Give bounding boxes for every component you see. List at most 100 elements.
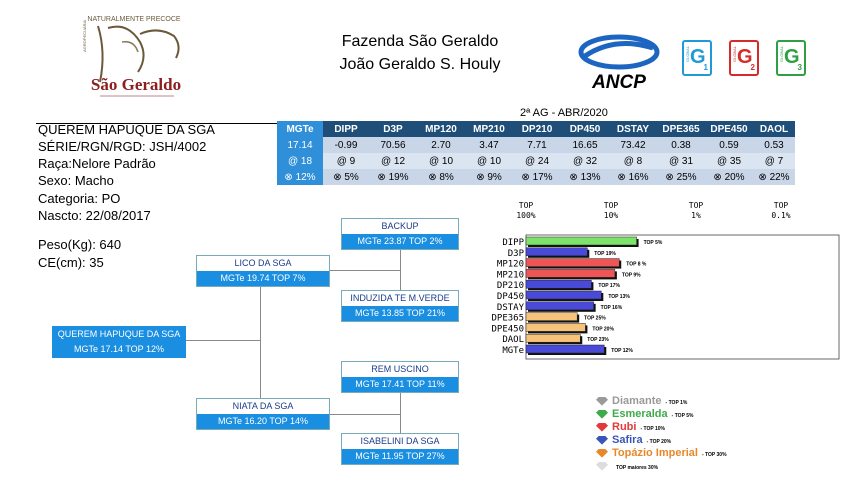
bar [525,247,588,257]
legend-item: Esmeralda - TOP 5% [596,408,693,420]
bar-category-label: DAOL [502,335,524,345]
header-cell: DSTAY [609,121,657,137]
pedigree-score: MGTe 11.95 TOP 27% [342,449,458,464]
pedigree-score: MGTe 13.85 TOP 21% [342,306,458,321]
pedigree-name: NIATA DA SGA [197,399,329,414]
bar-top-label: TOP 13% [608,294,630,300]
animal-serie: SÉRIE/RGN/RGD: JSH/4002 [38,139,207,154]
bar [525,269,616,278]
value-cell: 0.38 [657,137,705,153]
legend-top: - TOP 20% [646,439,672,445]
bar [525,279,592,289]
value-cell: 16.65 [561,137,609,153]
pedigree-connector [330,414,400,415]
gem-icon [596,409,608,419]
pedigree-name: QUEREM HAPUQUE DA SGA [53,327,185,342]
header-cell: MP210 [465,121,513,137]
x-tick-label: TOP [604,201,619,210]
top-cell: ⊗ 9% [465,169,513,185]
pedigree-dam-dam[interactable]: ISABELINI DA SGA MGTe 11.95 TOP 27% [341,433,459,465]
sao-geraldo-logo: NATURALMENTE PRECOCE AGROPECUÁRIA São Ge… [78,12,190,104]
accuracy-cell: @ 7 [753,153,795,169]
value-cell: 73.42 [609,137,657,153]
legend-top: - TOP 1% [665,400,688,406]
evaluation-table: MGTe DIPP D3P MP120 MP210 DP210 DP450 DS… [277,121,795,185]
accuracy-cell: @ 10 [417,153,465,169]
legend-item: Rubi - TOP 10% [596,421,665,433]
legend-name: Safira [612,434,643,446]
animal-name: QUEREM HAPUQUE DA SGA [38,122,215,137]
bar-top-label: TOP 9% [622,272,641,278]
pedigree-name: LICO DA SGA [197,256,329,271]
pedigree-name: REM USCINO [342,362,458,377]
bar-category-label: MP120 [497,260,524,270]
top-cell: ⊗ 5% [323,169,369,185]
x-tick-label: 0.1% [771,211,790,220]
accuracy-cell: @ 9 [323,153,369,169]
top-cell: ⊗ 22% [753,169,795,185]
accuracy-cell: @ 8 [609,153,657,169]
svg-text:ANCP: ANCP [591,72,646,92]
pedigree-sire-sire[interactable]: BACKUP MGTe 23.87 TOP 2% [341,218,459,250]
legend-name: Topázio Imperial [612,447,698,459]
pedigree-name: ISABELINI DA SGA [342,434,458,449]
bar [525,290,602,300]
pedigree-sire[interactable]: LICO DA SGA MGTe 19.74 TOP 7% [196,255,330,287]
legend-item: TOP maiores 30% [596,460,658,472]
accuracy-cell: @ 32 [561,153,609,169]
pedigree-animal[interactable]: QUEREM HAPUQUE DA SGA MGTe 17.14 TOP 12% [52,326,186,358]
top-cell: ⊗ 12% [277,169,323,185]
legend-name: Rubi [612,421,637,433]
accuracy-cell: @ 35 [705,153,753,169]
gem-icon [596,461,608,471]
pedigree-score: MGTe 23.87 TOP 2% [342,234,458,249]
value-cell: -0.99 [323,137,369,153]
table-row-accuracy: @ 18 @ 9 @ 12 @ 10 @ 10 @ 24 @ 32 @ 8 @ … [277,153,795,169]
bar-top-label: TOP 8 % [626,262,647,268]
x-tick-label: TOP [689,201,704,210]
animal-scrotal: CE(cm): 35 [38,255,104,270]
value-cell: 0.53 [753,137,795,153]
legend-item: Safira - TOP 20% [596,434,671,446]
legend-name: Diamante [612,395,662,407]
pedigree-sire-dam[interactable]: INDUZIDA TE M.VERDE MGTe 13.85 TOP 21% [341,290,459,322]
pedigree-dam[interactable]: NIATA DA SGA MGTe 16.20 TOP 14% [196,398,330,430]
table-row-values: 17.14 -0.99 70.56 2.70 3.47 7.71 16.65 7… [277,137,795,153]
value-cell: 70.56 [369,137,417,153]
x-tick-label: 10% [604,211,619,220]
global-g2-badge: GLOBAL G 2 [729,40,759,76]
value-cell: 0.59 [705,137,753,153]
x-tick-label: 1% [691,211,701,220]
accuracy-cell: @ 12 [369,153,417,169]
pedigree-connector [260,255,261,429]
svg-text:AGROPECUÁRIA: AGROPECUÁRIA [82,19,87,52]
bar-category-label: DSTAY [497,303,525,313]
bar-top-label: TOP 17% [598,283,620,289]
gem-icon [596,396,608,406]
bar-category-label: DP450 [497,292,524,302]
legend-item: Diamante - TOP 1% [596,395,687,407]
animal-birthdate: Nascto: 22/08/2017 [38,208,151,223]
bar-category-label: DPE450 [491,324,524,334]
bar-category-label: DPE365 [491,314,524,324]
bar-top-label: TOP 20% [592,326,614,332]
pedigree-dam-sire[interactable]: REM USCINO MGTe 17.41 TOP 11% [341,361,459,393]
value-cell: 2.70 [417,137,465,153]
legend-top: - TOP 10% [640,426,666,432]
bar-category-label: MP210 [497,270,524,280]
pedigree-score: MGTe 17.14 TOP 12% [53,342,185,357]
farm-name: Fazenda São Geraldo [341,33,499,50]
bar-top-label: TOP 5% [644,240,663,246]
table-header-row: MGTe DIPP D3P MP120 MP210 DP210 DP450 DS… [277,121,795,137]
global-g1-badge: GLOBAL G 1 [682,40,712,76]
header-cell: D3P [369,121,417,137]
value-cell: 17.14 [277,137,323,153]
bar [525,323,586,332]
pedigree-connector [186,340,260,341]
animal-category: Categoria: PO [38,191,121,206]
bar-category-label: DIPP [502,238,524,248]
bar [525,312,578,321]
accuracy-cell: @ 31 [657,153,705,169]
global-g3-badge: GLOBAL G 3 [776,40,806,76]
